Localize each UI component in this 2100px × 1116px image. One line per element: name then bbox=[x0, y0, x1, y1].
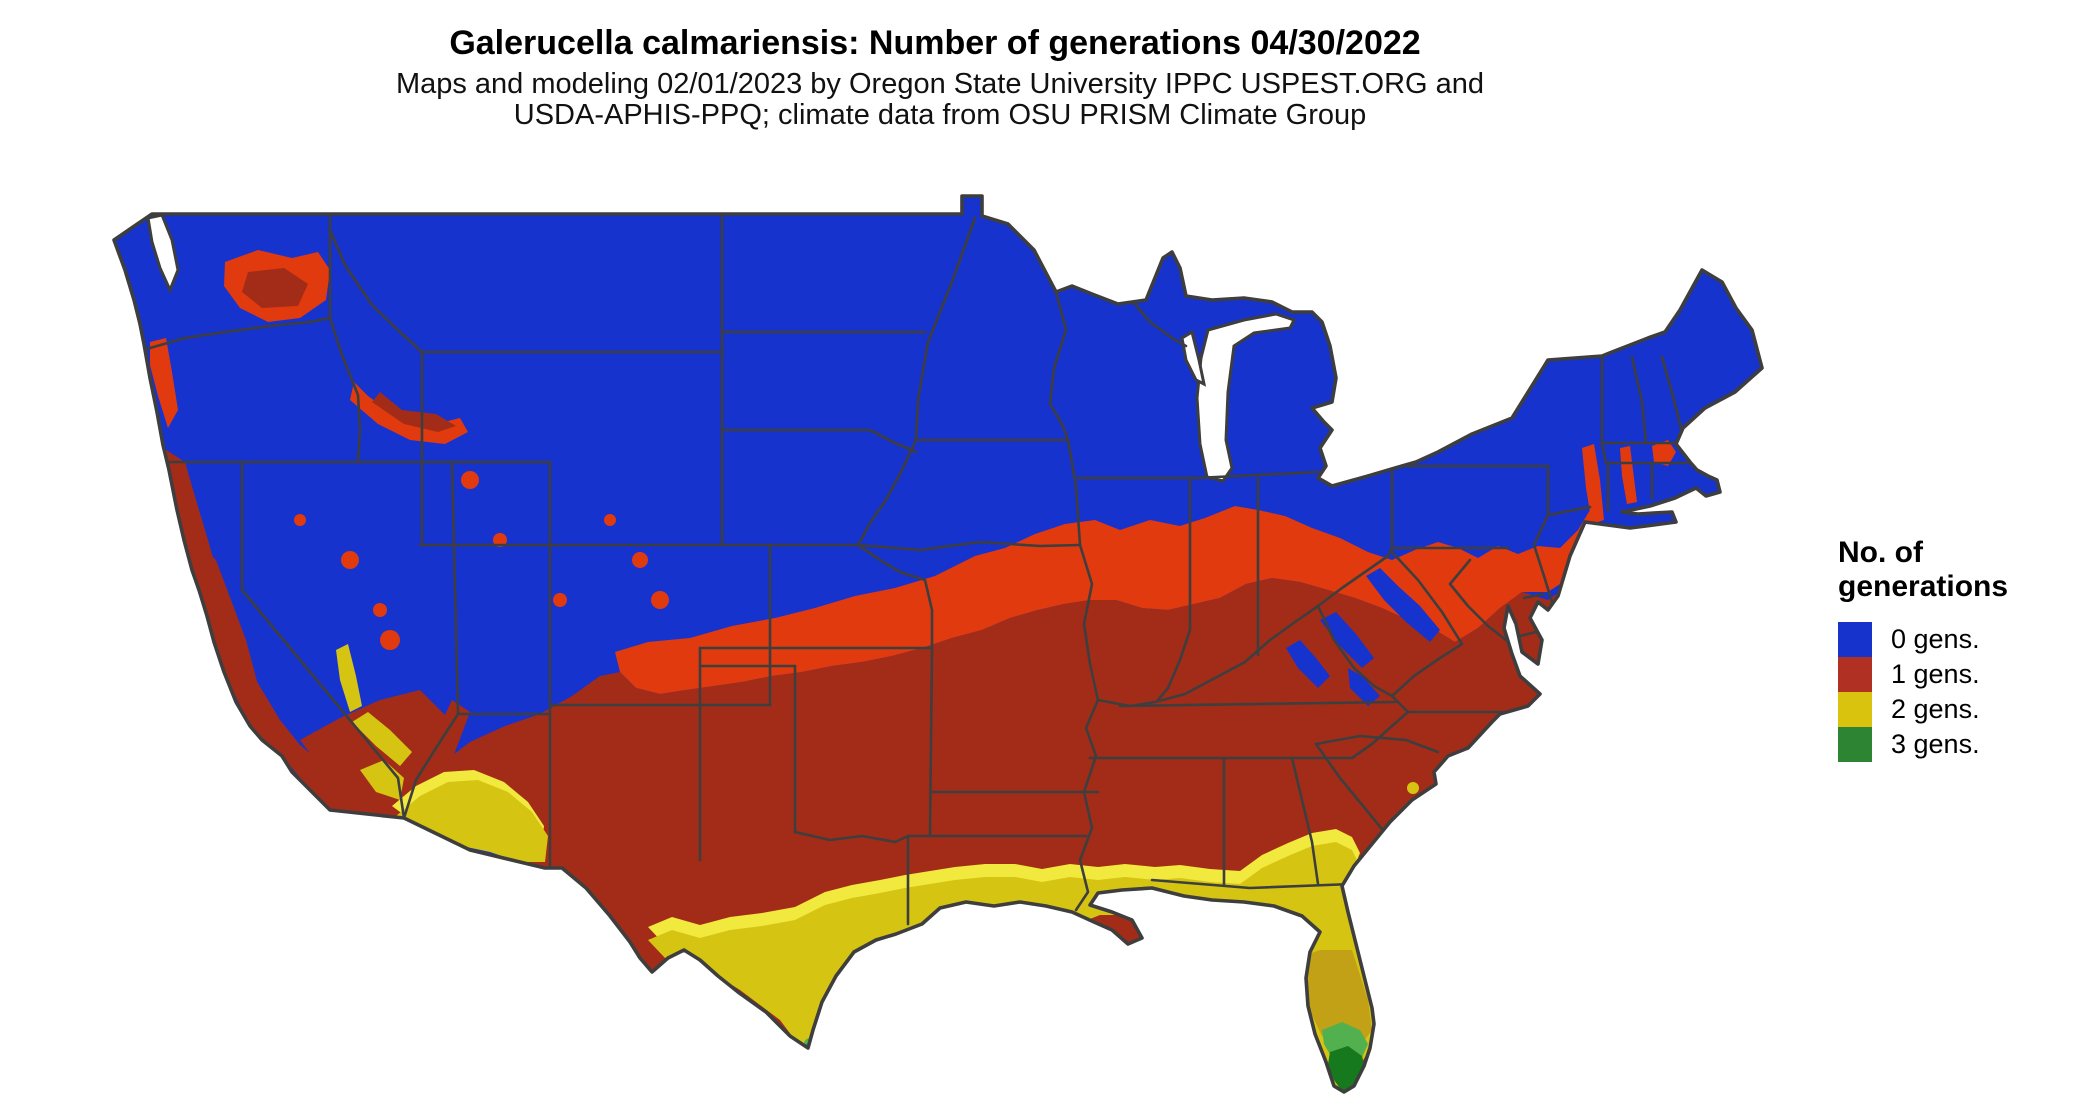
legend-label-1-gens: 1 gens. bbox=[1891, 659, 1980, 689]
legend-label-2-gens: 2 gens. bbox=[1891, 694, 1980, 724]
legend-item-0-gens: 0 gens. bbox=[1838, 622, 2008, 657]
map-subtitle-line1: Maps and modeling 02/01/2023 by Oregon S… bbox=[395, 68, 1485, 100]
map-subtitle-line2: USDA-APHIS-PPQ; climate data from OSU PR… bbox=[513, 99, 1367, 131]
legend-label-3-gens: 3 gens. bbox=[1891, 729, 1980, 759]
legend-item-3-gens: 3 gens. bbox=[1838, 727, 2008, 762]
legend-swatch-1-gens bbox=[1838, 657, 1872, 692]
legend-item-1-gens: 1 gens. bbox=[1838, 657, 2008, 692]
legend: No. of generations 0 gens. 1 gens. 2 gens.… bbox=[1838, 536, 2008, 762]
region-transition-northeast-streaks bbox=[1582, 440, 1676, 524]
region-1-gen-west bbox=[163, 448, 470, 822]
puget-sound bbox=[146, 213, 180, 294]
legend-swatch-2-gens bbox=[1838, 692, 1872, 727]
legend-title-line2: generations bbox=[1838, 570, 2009, 603]
state-borders bbox=[118, 209, 1694, 926]
legend-swatch-3-gens bbox=[1838, 727, 1872, 762]
us-coast-outline bbox=[112, 194, 1764, 1094]
region-0-gens-appalachian-patches bbox=[1286, 568, 1440, 706]
legend-item-2-gens: 2 gens. bbox=[1838, 692, 2008, 727]
legend-label-0-gens: 0 gens. bbox=[1891, 624, 1980, 654]
legend-swatch-0-gens bbox=[1838, 622, 1872, 657]
region-transition-west-patches bbox=[150, 250, 669, 650]
region-3-gens-florida bbox=[804, 950, 1372, 1092]
map-title: Galerucella calmariensis: Number of gene… bbox=[449, 24, 1421, 62]
green-bay bbox=[1180, 329, 1207, 387]
legend-title-line1: No. of bbox=[1838, 536, 1923, 569]
legend-rows: 0 gens. 1 gens. 2 gens. 3 gens. bbox=[1838, 622, 2008, 762]
lake-michigan bbox=[146, 213, 1297, 483]
